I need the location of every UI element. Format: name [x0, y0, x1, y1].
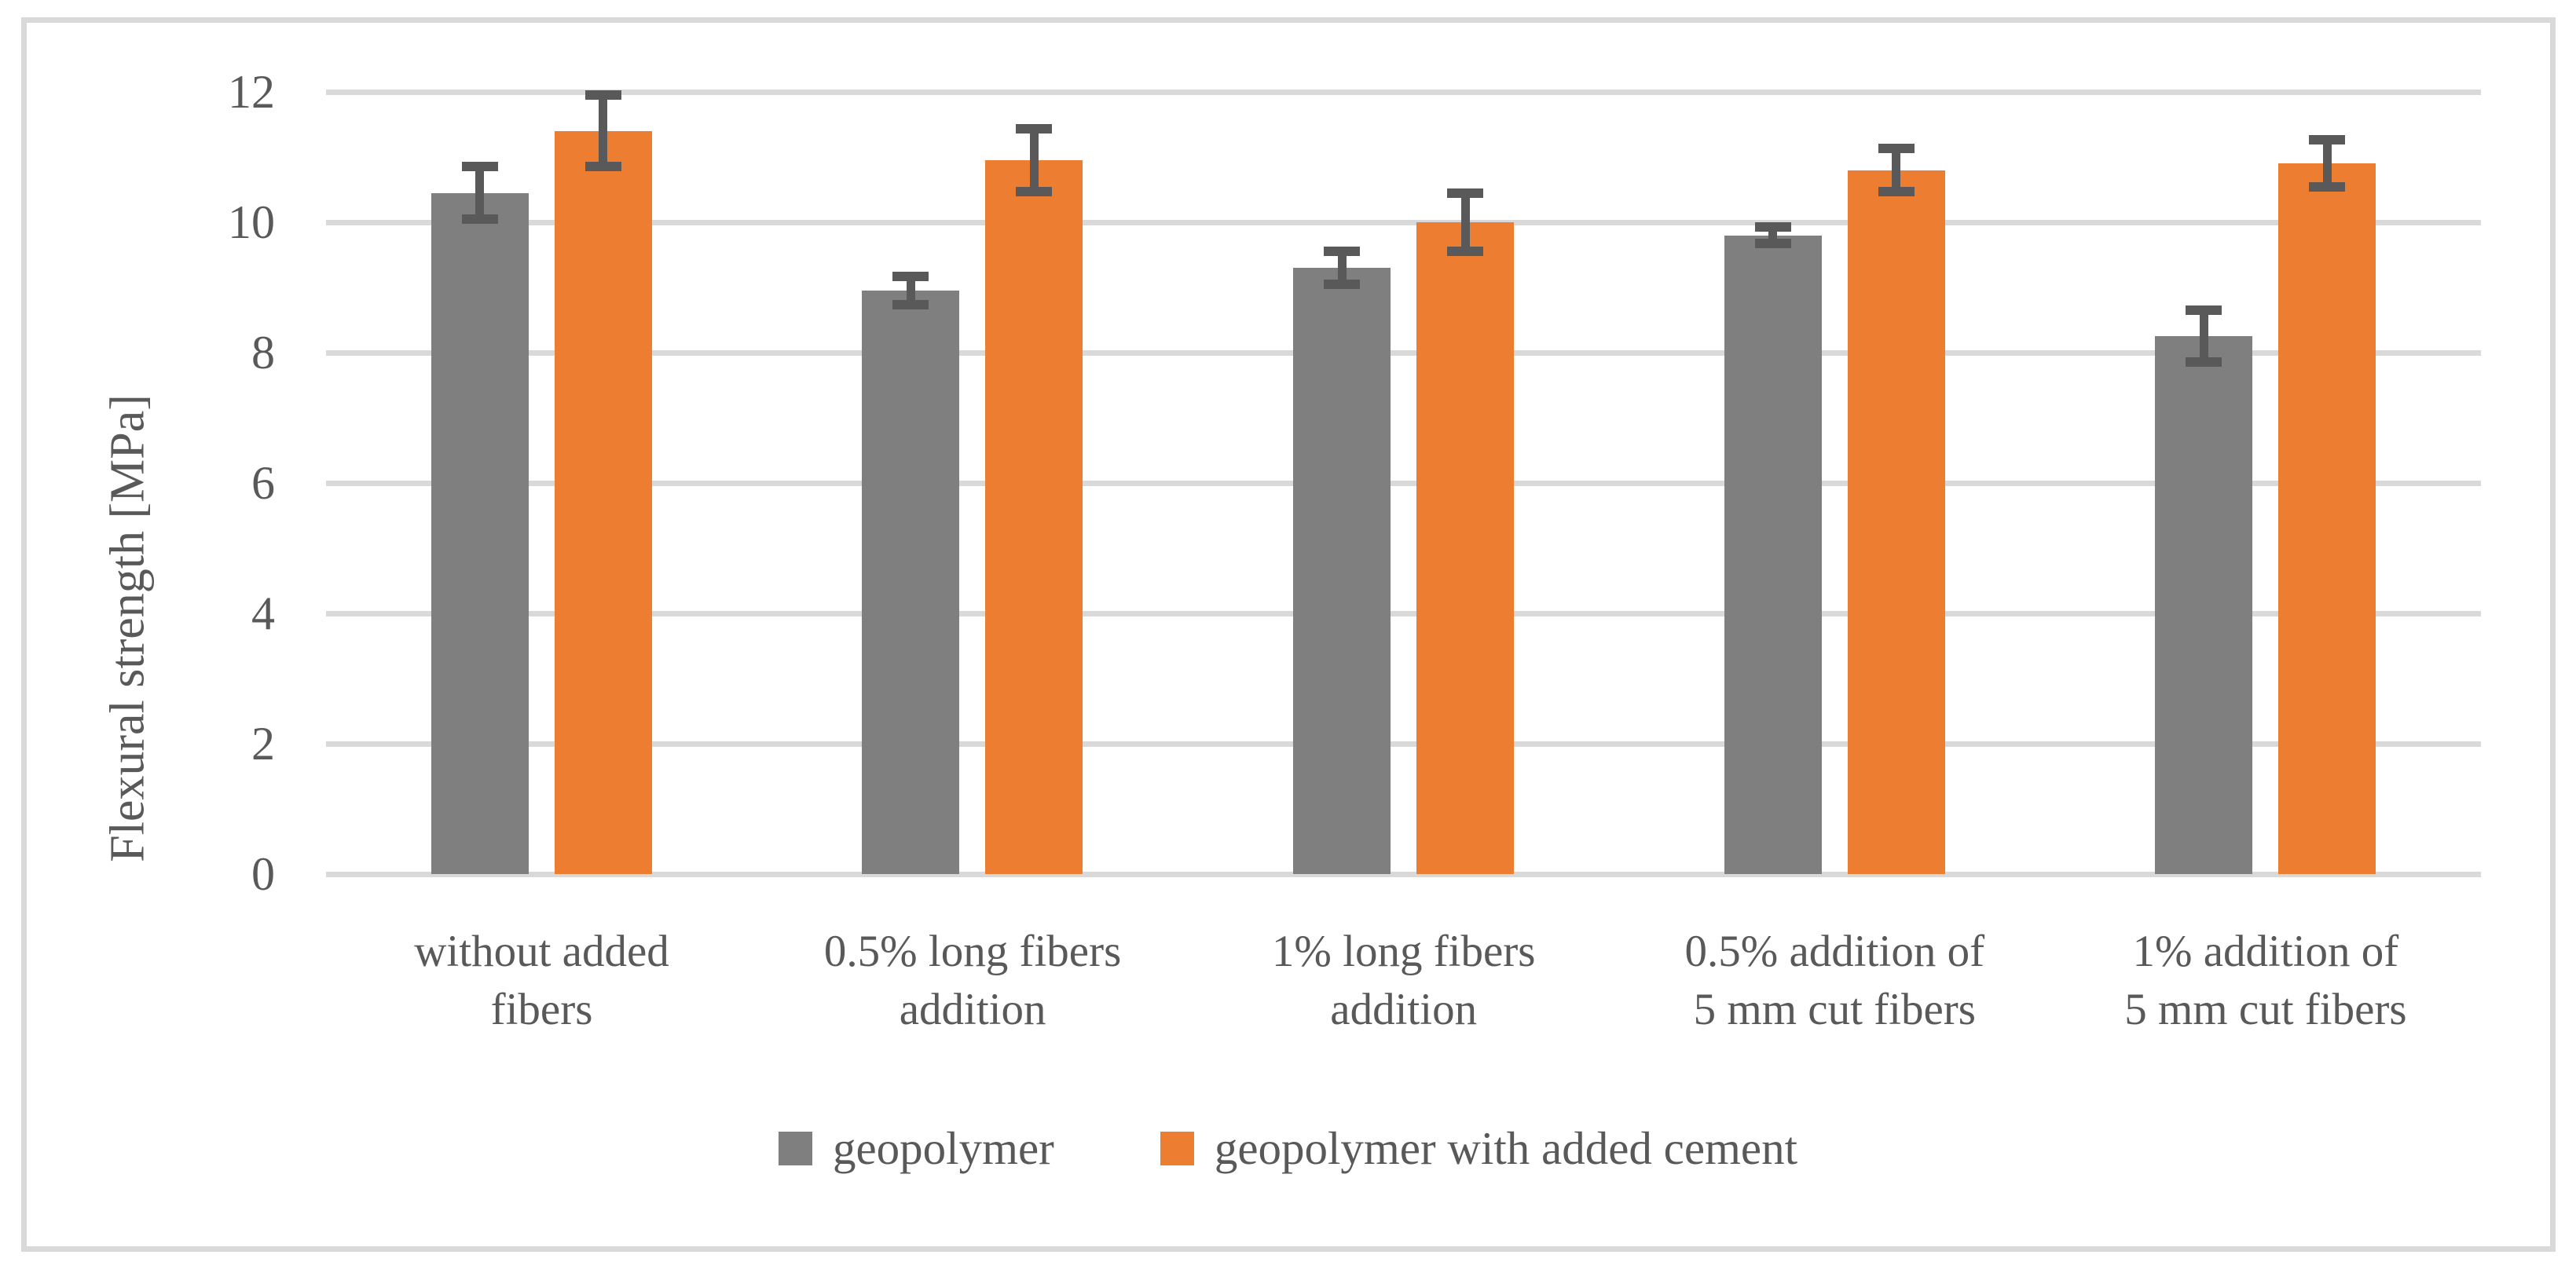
- error-bar-cap-top: [1447, 188, 1483, 198]
- error-bar-cap-bottom: [461, 214, 498, 224]
- error-bar-stem: [2199, 310, 2208, 363]
- y-tick-label-12: 12: [228, 66, 275, 118]
- legend-swatch-geopolymer: [779, 1132, 812, 1165]
- bar-geopolymer-group5: [2155, 336, 2253, 874]
- error-bar-stem: [599, 95, 608, 167]
- legend: geopolymer geopolymer with added cement: [0, 1121, 2576, 1176]
- bar-geopolymer-cement-group2: [985, 160, 1083, 874]
- error-bar-cap-bottom: [584, 162, 621, 172]
- legend-item-geopolymer: geopolymer: [779, 1121, 1054, 1176]
- bar-geopolymer-group4: [1724, 235, 1822, 874]
- x-axis-label-group1: without added fibers: [414, 927, 669, 1034]
- error-bar-cap-top: [584, 90, 621, 101]
- y-tick-label-10: 10: [228, 196, 275, 248]
- gridline-y6: [326, 480, 2481, 486]
- error-bar-cap-bottom: [1878, 186, 1915, 196]
- error-bar-stem: [1768, 226, 1778, 244]
- x-axis-label-group2: 0.5% long fibers addition: [823, 927, 1122, 1034]
- error-bar-cap-top: [2309, 135, 2346, 145]
- x-axis-label-group4: 0.5% addition of 5 mm cut fibers: [1684, 927, 1985, 1034]
- legend-swatch-geopolymer-cement: [1160, 1132, 1194, 1165]
- y-tick-label-4: 4: [251, 587, 275, 639]
- legend-label-geopolymer-cement: geopolymer with added cement: [1214, 1122, 1797, 1174]
- legend-item-geopolymer-cement: geopolymer with added cement: [1160, 1121, 1797, 1176]
- gridline-y0: [326, 871, 2481, 877]
- error-bar-cap-top: [1754, 221, 1791, 232]
- error-bar-cap-bottom: [2186, 357, 2222, 368]
- error-bar-cap-bottom: [1754, 239, 1791, 249]
- plot-area: 0 2 4 6 8 10 12: [228, 66, 2481, 900]
- y-tick-label-2: 2: [251, 718, 275, 770]
- error-bar-cap-bottom: [892, 300, 929, 310]
- error-bar-stem: [1460, 192, 1470, 252]
- legend-label-geopolymer: geopolymer: [833, 1122, 1054, 1174]
- error-bar-cap-bottom: [2309, 182, 2346, 192]
- error-bar-cap-top: [1016, 124, 1053, 134]
- error-bar-cap-top: [892, 271, 929, 281]
- error-bar-cap-top: [1324, 247, 1360, 257]
- gridline-y12: [326, 89, 2481, 95]
- y-tick-label-0: 0: [251, 848, 275, 900]
- bar-geopolymer-cement-group5: [2278, 163, 2376, 874]
- gridline-y8: [326, 349, 2481, 356]
- error-bar-stem: [1892, 148, 1901, 192]
- error-bar-stem: [906, 276, 915, 305]
- bar-geopolymer-cement-group4: [1847, 170, 1945, 874]
- error-bar-cap-top: [2186, 305, 2222, 316]
- error-bar-cap-bottom: [1447, 247, 1483, 257]
- bar-geopolymer-group3: [1293, 268, 1391, 874]
- chart-border: [21, 17, 2556, 1252]
- bar-geopolymer-cement-group3: [1416, 222, 1514, 874]
- error-bar-cap-top: [461, 162, 498, 172]
- x-axis-label-group3: 1% long fibers addition: [1271, 927, 1536, 1034]
- error-bar-stem: [475, 166, 485, 219]
- error-bar-stem: [1029, 129, 1039, 192]
- y-tick-label-8: 8: [251, 327, 275, 379]
- bar-geopolymer-group2: [862, 291, 960, 874]
- x-axis-label-group5: 1% addition of 5 mm cut fibers: [2124, 927, 2407, 1034]
- y-tick-label-6: 6: [251, 457, 275, 509]
- bar-geopolymer-group1: [431, 192, 529, 874]
- gridline-y4: [326, 610, 2481, 616]
- gridline-y10: [326, 219, 2481, 225]
- bar-geopolymer-cement-group1: [554, 130, 652, 874]
- error-bar-cap-bottom: [1016, 186, 1053, 196]
- error-bar-stem: [2322, 140, 2332, 188]
- error-bar-cap-top: [1878, 144, 1915, 154]
- error-bar-stem: [1337, 251, 1347, 284]
- gridline-y2: [326, 741, 2481, 747]
- error-bar-cap-bottom: [1324, 279, 1360, 289]
